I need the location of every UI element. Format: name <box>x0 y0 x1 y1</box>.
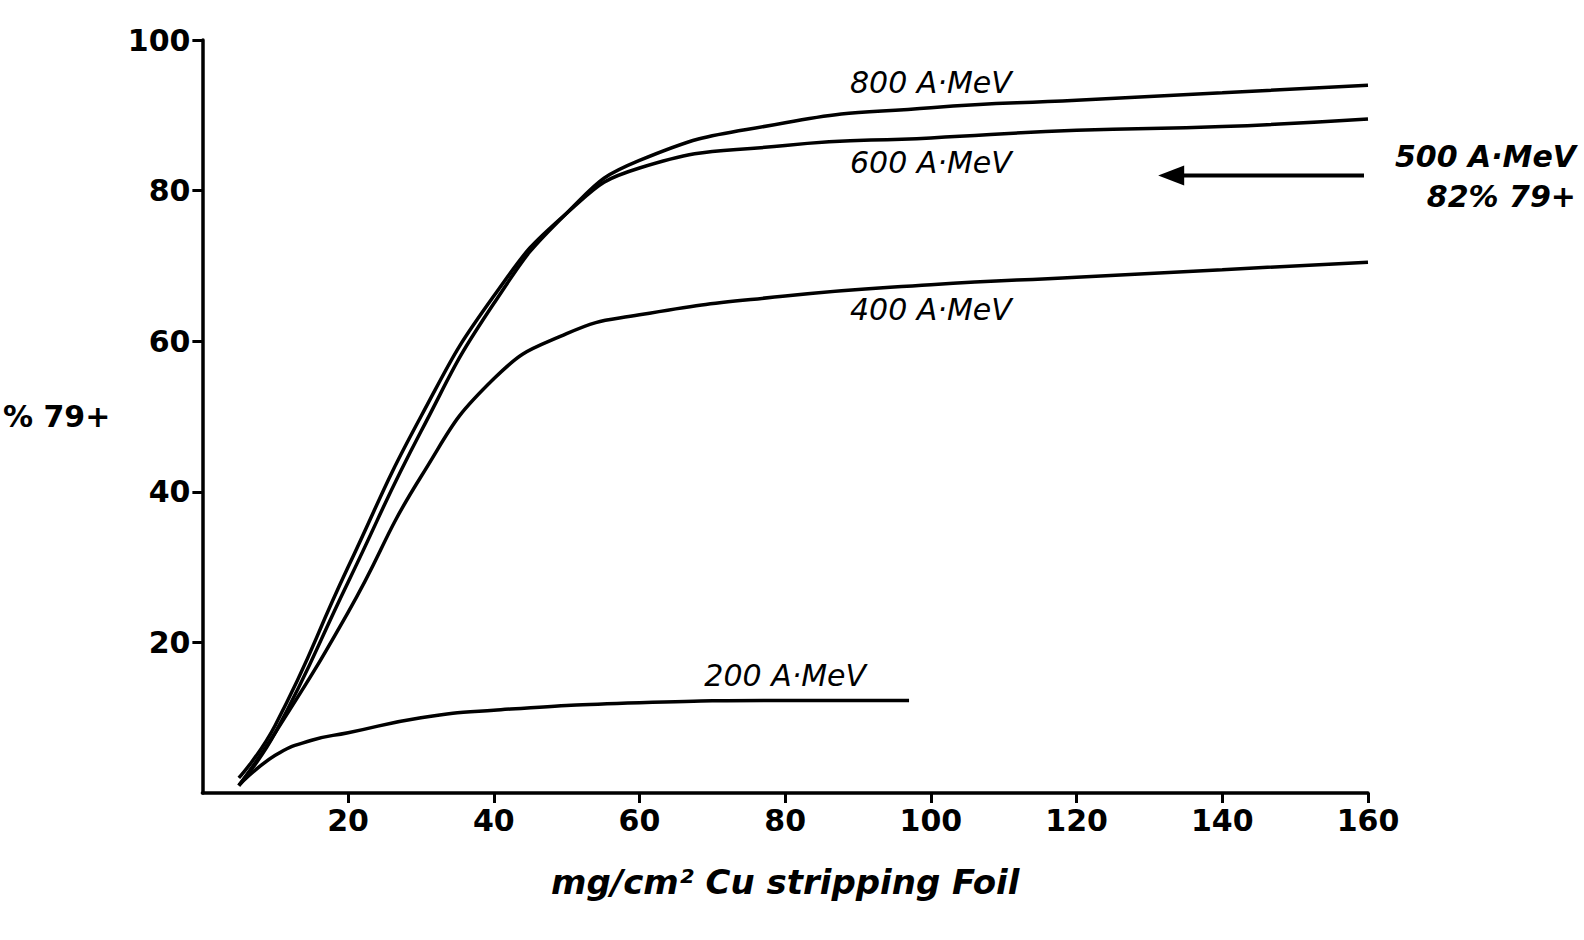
svg-text:80: 80 <box>764 803 806 838</box>
svg-text:% 79+: % 79+ <box>3 399 110 434</box>
svg-text:60: 60 <box>619 803 661 838</box>
svg-text:80: 80 <box>149 173 191 208</box>
svg-text:60: 60 <box>149 324 191 359</box>
svg-text:600 A·MeV: 600 A·MeV <box>850 145 1014 180</box>
svg-text:160: 160 <box>1337 803 1400 838</box>
svg-text:40: 40 <box>149 474 191 509</box>
svg-text:100: 100 <box>128 23 191 58</box>
svg-text:120: 120 <box>1045 803 1108 838</box>
svg-text:20: 20 <box>149 625 191 660</box>
svg-text:500 A·MeV: 500 A·MeV <box>1395 139 1579 174</box>
svg-text:82% 79+: 82% 79+ <box>1427 179 1576 214</box>
svg-text:200 A·MeV: 200 A·MeV <box>704 658 868 693</box>
svg-text:800 A·MeV: 800 A·MeV <box>850 65 1014 100</box>
svg-text:400 A·MeV: 400 A·MeV <box>850 292 1014 327</box>
svg-text:40: 40 <box>473 803 515 838</box>
svg-text:100: 100 <box>900 803 963 838</box>
svg-text:20: 20 <box>327 803 369 838</box>
svg-text:mg/cm² Cu stripping Foil: mg/cm² Cu stripping Foil <box>551 862 1021 902</box>
svg-text:140: 140 <box>1191 803 1254 838</box>
